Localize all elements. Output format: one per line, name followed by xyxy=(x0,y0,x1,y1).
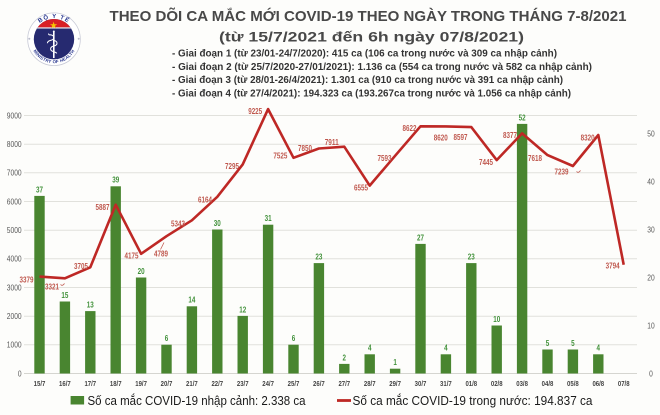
svg-text:23/7: 23/7 xyxy=(237,379,249,388)
svg-text:16/7: 16/7 xyxy=(59,379,71,388)
svg-text:31/7: 31/7 xyxy=(440,379,452,388)
svg-text:17/7: 17/7 xyxy=(84,379,96,388)
svg-text:- Giai đoạn 1 (từ 23/01-24/7/2: - Giai đoạn 1 (từ 23/01-24/7/2020): 415 … xyxy=(172,49,557,60)
svg-text:2: 2 xyxy=(343,352,347,362)
svg-text:14: 14 xyxy=(188,295,195,305)
svg-text:05/8: 05/8 xyxy=(567,379,579,388)
svg-text:7525: 7525 xyxy=(273,150,287,160)
svg-text:5: 5 xyxy=(571,338,575,348)
svg-text:03/8: 03/8 xyxy=(516,379,528,388)
svg-text:Số ca mắc COVID-19 nhập cảnh:: Số ca mắc COVID-19 nhập cảnh: 2.338 ca xyxy=(88,393,307,408)
svg-text:20: 20 xyxy=(647,273,655,282)
svg-text:4175: 4175 xyxy=(125,250,139,260)
svg-text:21/7: 21/7 xyxy=(186,379,198,388)
svg-text:13: 13 xyxy=(87,300,94,310)
svg-text:4: 4 xyxy=(597,343,601,353)
svg-text:7000: 7000 xyxy=(7,169,22,178)
svg-text:27: 27 xyxy=(417,232,424,242)
svg-text:6000: 6000 xyxy=(7,197,22,206)
svg-text:8622: 8622 xyxy=(403,123,417,133)
svg-text:06/8: 06/8 xyxy=(592,379,604,388)
svg-text:1: 1 xyxy=(393,357,397,367)
svg-text:27/7: 27/7 xyxy=(338,379,350,388)
svg-text:30: 30 xyxy=(214,218,221,228)
svg-text:3000: 3000 xyxy=(7,283,22,292)
svg-text:- Giai đoạn 4 (từ 27/4/2021):: - Giai đoạn 4 (từ 27/4/2021): 194.323 ca… xyxy=(172,89,571,100)
svg-text:01/8: 01/8 xyxy=(465,379,477,388)
svg-text:26/7: 26/7 xyxy=(313,379,325,388)
svg-text:- Giai đoạn 3 (từ 28/01-26/4/2: - Giai đoạn 3 (từ 28/01-26/4/2021): 1.30… xyxy=(172,75,563,86)
svg-text:8597: 8597 xyxy=(454,132,468,142)
svg-text:3794: 3794 xyxy=(606,261,620,271)
svg-text:(từ 15/7/2021 đến 6h ngày 07/8: (từ 15/7/2021 đến 6h ngày 07/8/2021) xyxy=(219,28,524,44)
svg-text:20: 20 xyxy=(138,266,145,276)
svg-text:04/8: 04/8 xyxy=(542,379,554,388)
svg-text:5887: 5887 xyxy=(96,202,110,212)
svg-text:23: 23 xyxy=(315,252,322,262)
svg-text:02/8: 02/8 xyxy=(491,379,503,388)
svg-text:9225: 9225 xyxy=(248,106,262,116)
svg-text:22/7: 22/7 xyxy=(211,379,223,388)
svg-text:3705: 3705 xyxy=(74,261,88,271)
svg-text:25/7: 25/7 xyxy=(288,379,300,388)
svg-text:6555: 6555 xyxy=(354,182,368,192)
svg-text:31: 31 xyxy=(265,213,272,223)
svg-text:4: 4 xyxy=(444,343,448,353)
svg-text:10: 10 xyxy=(493,314,500,324)
svg-text:4000: 4000 xyxy=(7,255,22,264)
svg-text:6: 6 xyxy=(165,333,169,343)
svg-text:0: 0 xyxy=(649,369,653,378)
svg-text:7295: 7295 xyxy=(225,161,239,171)
svg-text:23: 23 xyxy=(468,252,475,262)
svg-text:8377: 8377 xyxy=(503,130,517,140)
svg-text:15/7: 15/7 xyxy=(34,379,46,388)
svg-text:39: 39 xyxy=(112,175,119,185)
svg-text:18/7: 18/7 xyxy=(110,379,122,388)
svg-text:24/7: 24/7 xyxy=(262,379,274,388)
svg-text:0: 0 xyxy=(18,369,22,378)
svg-text:7445: 7445 xyxy=(479,157,493,167)
svg-text:9000: 9000 xyxy=(7,111,22,120)
svg-text:19/7: 19/7 xyxy=(135,379,147,388)
svg-text:5000: 5000 xyxy=(7,226,22,235)
svg-text:3321: 3321 xyxy=(45,281,59,291)
svg-text:2000: 2000 xyxy=(7,312,22,321)
svg-text:7850: 7850 xyxy=(298,143,312,153)
svg-text:52: 52 xyxy=(519,112,526,122)
svg-text:7911: 7911 xyxy=(325,137,339,147)
svg-text:6: 6 xyxy=(292,333,296,343)
svg-text:40: 40 xyxy=(647,177,655,186)
svg-text:7618: 7618 xyxy=(528,153,542,163)
svg-text:07/8: 07/8 xyxy=(618,379,630,388)
svg-text:4789: 4789 xyxy=(154,248,168,258)
svg-text:- Giai đoạn 2 (từ 25/7/2020-27: - Giai đoạn 2 (từ 25/7/2020-27/01/2021):… xyxy=(172,62,592,73)
svg-text:10: 10 xyxy=(647,321,655,330)
svg-text:37: 37 xyxy=(36,184,43,194)
svg-text:8000: 8000 xyxy=(7,140,22,149)
svg-text:7593: 7593 xyxy=(378,153,392,163)
svg-text:20/7: 20/7 xyxy=(161,379,173,388)
svg-text:8320: 8320 xyxy=(581,133,595,143)
svg-text:8620: 8620 xyxy=(434,133,448,143)
svg-text:50: 50 xyxy=(647,129,655,138)
svg-text:4: 4 xyxy=(368,343,372,353)
svg-text:5: 5 xyxy=(546,338,550,348)
svg-text:7239: 7239 xyxy=(555,166,569,176)
svg-text:3379: 3379 xyxy=(20,274,34,284)
svg-text:30: 30 xyxy=(647,225,655,234)
svg-text:29/7: 29/7 xyxy=(389,379,401,388)
svg-text:THEO DÕI CA MẮC MỚI COVID-19 T: THEO DÕI CA MẮC MỚI COVID-19 THEO NGÀY T… xyxy=(110,7,627,25)
svg-text:6164: 6164 xyxy=(198,195,212,205)
svg-text:28/7: 28/7 xyxy=(364,379,376,388)
svg-text:1000: 1000 xyxy=(7,341,22,350)
svg-text:5343: 5343 xyxy=(171,218,185,228)
svg-text:12: 12 xyxy=(239,304,246,314)
svg-text:15: 15 xyxy=(61,290,68,300)
svg-text:30/7: 30/7 xyxy=(415,379,427,388)
svg-text:Số ca mắc COVID-19 trong nước:: Số ca mắc COVID-19 trong nước: 194.837 c… xyxy=(353,393,594,408)
